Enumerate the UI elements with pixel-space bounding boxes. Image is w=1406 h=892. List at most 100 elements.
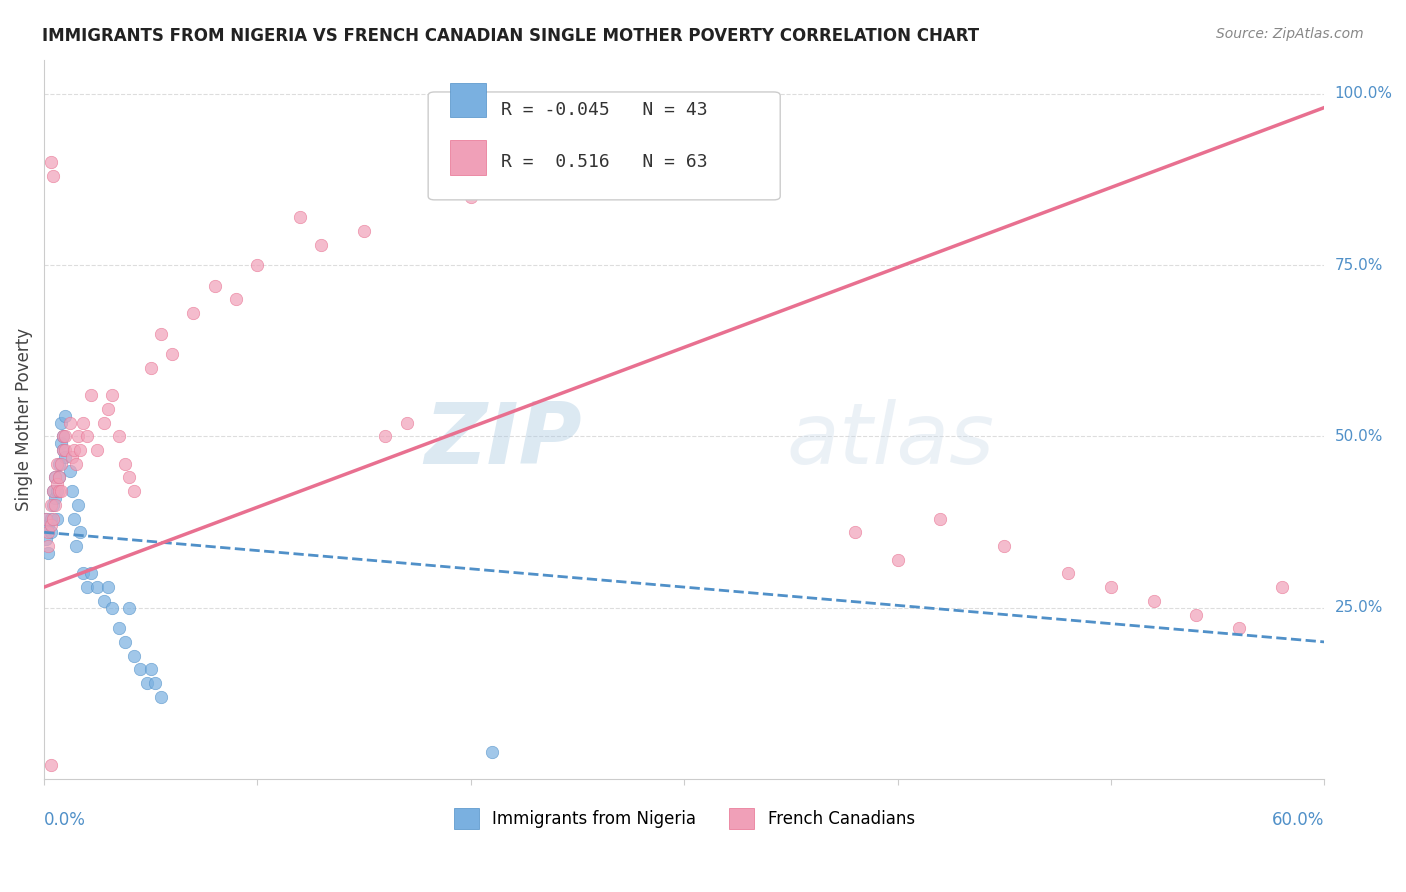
Point — [118, 470, 141, 484]
Point — [225, 293, 247, 307]
Point — [45, 511, 67, 525]
Point — [59, 416, 82, 430]
Point — [395, 416, 418, 430]
Point — [139, 662, 162, 676]
Text: atlas: atlas — [786, 400, 994, 483]
Point — [35, 532, 58, 546]
Point — [39, 498, 62, 512]
Point — [45, 484, 67, 499]
Point — [135, 676, 157, 690]
Point — [107, 429, 129, 443]
Point — [76, 580, 98, 594]
Point — [101, 388, 124, 402]
Point — [39, 758, 62, 772]
Point — [65, 457, 87, 471]
Point — [39, 511, 62, 525]
Point — [1185, 607, 1208, 622]
Point — [55, 429, 77, 443]
Point — [63, 511, 86, 525]
Point — [69, 443, 91, 458]
Point — [1142, 594, 1164, 608]
Point — [37, 525, 59, 540]
Point — [481, 745, 503, 759]
Point — [65, 539, 87, 553]
Point — [150, 326, 173, 341]
Point — [97, 580, 120, 594]
Point — [204, 278, 226, 293]
Point — [72, 416, 94, 430]
Point — [374, 429, 396, 443]
Point — [39, 525, 62, 540]
Point — [353, 224, 375, 238]
Point — [48, 457, 70, 471]
Point — [101, 600, 124, 615]
Text: 0.0%: 0.0% — [44, 812, 86, 830]
Point — [86, 580, 108, 594]
Point — [63, 443, 86, 458]
Point — [886, 552, 908, 566]
Point — [1057, 566, 1080, 581]
Point — [67, 498, 90, 512]
Text: 100.0%: 100.0% — [1334, 87, 1392, 102]
Point — [97, 402, 120, 417]
Point — [1099, 580, 1122, 594]
Point — [143, 676, 166, 690]
Point — [86, 443, 108, 458]
Point — [41, 484, 63, 499]
Point — [80, 566, 103, 581]
Point — [60, 450, 83, 464]
Point — [118, 600, 141, 615]
Point — [45, 457, 67, 471]
Point — [929, 511, 952, 525]
Point — [44, 498, 66, 512]
Point — [55, 409, 77, 423]
Point — [246, 258, 269, 272]
Point — [45, 477, 67, 491]
Text: 50.0%: 50.0% — [1334, 429, 1384, 444]
Point — [1227, 621, 1250, 635]
Point — [60, 484, 83, 499]
Text: R = -0.045   N = 43: R = -0.045 N = 43 — [501, 101, 707, 119]
Point — [55, 443, 77, 458]
Text: ZIP: ZIP — [425, 400, 582, 483]
Point — [72, 566, 94, 581]
Point — [93, 594, 115, 608]
Point — [41, 511, 63, 525]
Point — [150, 690, 173, 704]
Point — [37, 518, 59, 533]
Point — [69, 525, 91, 540]
Point — [567, 169, 589, 183]
FancyBboxPatch shape — [429, 92, 780, 200]
Point — [1271, 580, 1294, 594]
Point — [39, 155, 62, 169]
Point — [288, 210, 311, 224]
Point — [67, 429, 90, 443]
Point — [114, 635, 136, 649]
Point — [460, 189, 482, 203]
Point — [51, 416, 73, 430]
Point — [51, 436, 73, 450]
Point — [160, 347, 183, 361]
Point — [52, 443, 75, 458]
Point — [93, 416, 115, 430]
Point — [52, 429, 75, 443]
Point — [183, 306, 205, 320]
Bar — [450, 83, 485, 117]
Y-axis label: Single Mother Poverty: Single Mother Poverty — [15, 327, 32, 511]
Point — [41, 484, 63, 499]
Point — [39, 518, 62, 533]
Point — [114, 457, 136, 471]
Point — [48, 484, 70, 499]
Text: R =  0.516   N = 63: R = 0.516 N = 63 — [501, 153, 707, 171]
Point — [44, 491, 66, 505]
Point — [48, 470, 70, 484]
Point — [41, 498, 63, 512]
Point — [35, 511, 58, 525]
Point — [122, 648, 145, 663]
Text: Source: ZipAtlas.com: Source: ZipAtlas.com — [1216, 27, 1364, 41]
Point — [311, 237, 333, 252]
Point — [993, 539, 1015, 553]
Point — [80, 388, 103, 402]
Point — [844, 525, 866, 540]
Point — [51, 457, 73, 471]
